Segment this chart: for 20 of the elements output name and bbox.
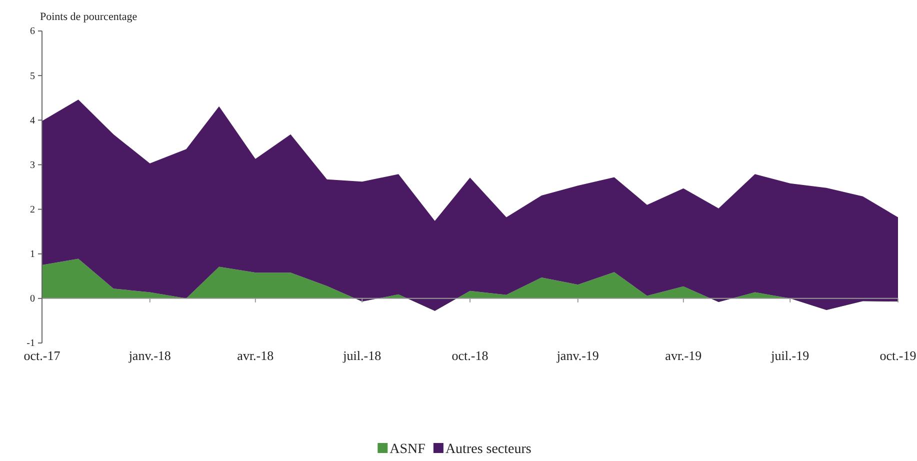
x-tick-label: oct.-17 xyxy=(24,348,61,364)
y-tick-label: 4 xyxy=(30,115,35,126)
y-tick-label: 1 xyxy=(30,249,35,260)
legend-label: Autres secteurs xyxy=(445,442,532,457)
x-tick-label: avr.-19 xyxy=(665,348,702,364)
y-tick-label: 6 xyxy=(30,26,35,38)
y-tick-label: 3 xyxy=(30,160,35,171)
x-tick-label: juil.-19 xyxy=(770,348,810,364)
x-tick-label: juil.-18 xyxy=(342,348,382,364)
y-tick-label: -1 xyxy=(26,338,35,350)
x-tick-label: janv.-18 xyxy=(128,348,171,364)
y-tick-label: 2 xyxy=(30,204,35,216)
x-tick-label: oct.-18 xyxy=(452,348,488,364)
y-tick-label: 0 xyxy=(30,294,35,305)
legend-label: ASNF xyxy=(390,442,426,457)
y-axis-title: Points de pourcentage xyxy=(40,11,138,23)
x-tick-label: janv.-19 xyxy=(556,348,599,364)
x-tick-label: avr.-18 xyxy=(237,348,274,364)
y-tick-label: 5 xyxy=(30,70,35,82)
x-tick-label: oct.-19 xyxy=(880,348,916,364)
